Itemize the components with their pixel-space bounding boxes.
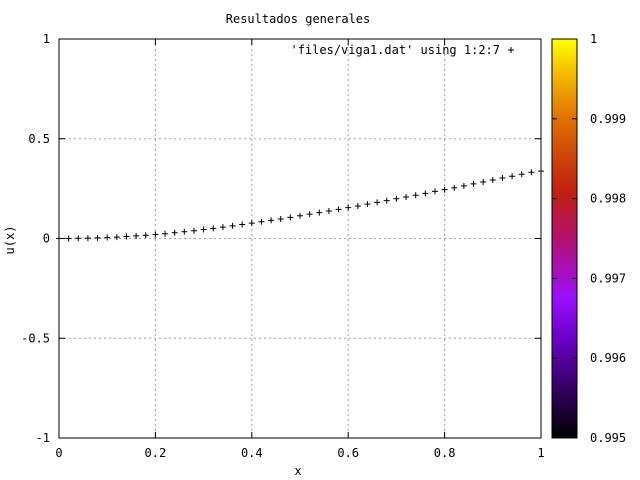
colorbar-tick-label: 0.995 bbox=[590, 431, 626, 445]
colorbar-tick-label: 0.999 bbox=[590, 112, 626, 126]
data-point bbox=[374, 199, 381, 206]
grid bbox=[59, 39, 541, 438]
colorbar-tick-label: 0.996 bbox=[590, 351, 626, 365]
data-point bbox=[200, 226, 207, 233]
data-point bbox=[75, 235, 82, 242]
x-tick-label: 0.4 bbox=[241, 446, 263, 460]
data-series bbox=[56, 168, 544, 242]
data-point bbox=[345, 204, 352, 211]
data-point bbox=[335, 206, 342, 213]
data-point bbox=[364, 201, 371, 208]
data-point bbox=[181, 228, 188, 235]
data-point bbox=[528, 169, 535, 176]
data-point bbox=[518, 171, 525, 178]
data-point bbox=[239, 221, 246, 228]
data-point bbox=[441, 186, 448, 193]
colorbar-tick-label: 0.998 bbox=[590, 192, 626, 206]
y-axis-label: u(x) bbox=[3, 226, 17, 255]
x-axis-label: x bbox=[294, 464, 301, 478]
data-point bbox=[480, 179, 487, 186]
data-point bbox=[509, 173, 516, 180]
data-point bbox=[84, 235, 91, 242]
y-tick-label: 0.5 bbox=[28, 132, 50, 146]
data-point bbox=[412, 192, 419, 199]
data-point bbox=[258, 218, 265, 225]
legend-label: 'files/viga1.dat' using 1:2:7 bbox=[290, 43, 500, 57]
x-tick-label: 0 bbox=[55, 446, 62, 460]
data-point bbox=[113, 234, 120, 241]
data-point bbox=[219, 224, 226, 231]
x-tick-label: 0.6 bbox=[337, 446, 359, 460]
data-point bbox=[403, 194, 410, 201]
data-point bbox=[297, 212, 303, 219]
data-point bbox=[325, 207, 332, 214]
y-tick-label: -1 bbox=[36, 431, 50, 445]
colorbar-tick-label: 0.997 bbox=[590, 271, 626, 285]
y-tick-label: 1 bbox=[43, 32, 50, 46]
data-point bbox=[393, 195, 400, 202]
data-point bbox=[460, 182, 467, 189]
data-point bbox=[383, 197, 390, 204]
data-point bbox=[538, 168, 544, 175]
colorbar-tick-label: 1 bbox=[590, 32, 597, 46]
data-point bbox=[210, 225, 217, 232]
data-point bbox=[152, 231, 159, 238]
data-point bbox=[94, 234, 101, 241]
data-point bbox=[162, 230, 169, 237]
data-point bbox=[306, 211, 313, 218]
x-tick-labels: 0 0.2 0.4 0.6 0.8 1 bbox=[55, 446, 544, 460]
chart-title: Resultados generales bbox=[226, 12, 371, 26]
colorbar bbox=[551, 38, 578, 439]
legend-marker-glyph bbox=[508, 47, 514, 53]
data-point bbox=[123, 233, 130, 240]
colorbar-ticks: 1 0.999 0.998 0.997 0.996 0.995 bbox=[552, 32, 626, 445]
data-point bbox=[229, 222, 236, 229]
data-point bbox=[422, 190, 429, 197]
y-tick-labels: 1 0.5 0 -0.5 -1 bbox=[21, 32, 50, 445]
data-point bbox=[56, 235, 62, 242]
data-point bbox=[268, 217, 275, 224]
y-tick-label: -0.5 bbox=[21, 331, 50, 345]
y-tick-label: 0 bbox=[43, 232, 50, 246]
data-point bbox=[104, 234, 111, 241]
x-tick-label: 0.8 bbox=[434, 446, 456, 460]
data-point bbox=[142, 232, 149, 239]
data-point bbox=[171, 229, 178, 236]
data-point bbox=[354, 202, 361, 209]
data-point bbox=[277, 215, 284, 222]
data-point bbox=[133, 232, 140, 239]
data-point bbox=[431, 188, 438, 195]
data-point bbox=[470, 180, 477, 187]
data-point bbox=[287, 214, 294, 221]
data-point bbox=[499, 175, 506, 182]
data-point bbox=[248, 220, 255, 227]
data-point bbox=[316, 209, 323, 216]
data-point bbox=[65, 235, 72, 242]
legend-marker bbox=[508, 47, 514, 53]
data-point bbox=[489, 177, 496, 184]
x-tick-label: 0.2 bbox=[145, 446, 167, 460]
data-point bbox=[190, 227, 197, 234]
x-tick-label: 1 bbox=[537, 446, 544, 460]
data-point bbox=[451, 184, 458, 191]
